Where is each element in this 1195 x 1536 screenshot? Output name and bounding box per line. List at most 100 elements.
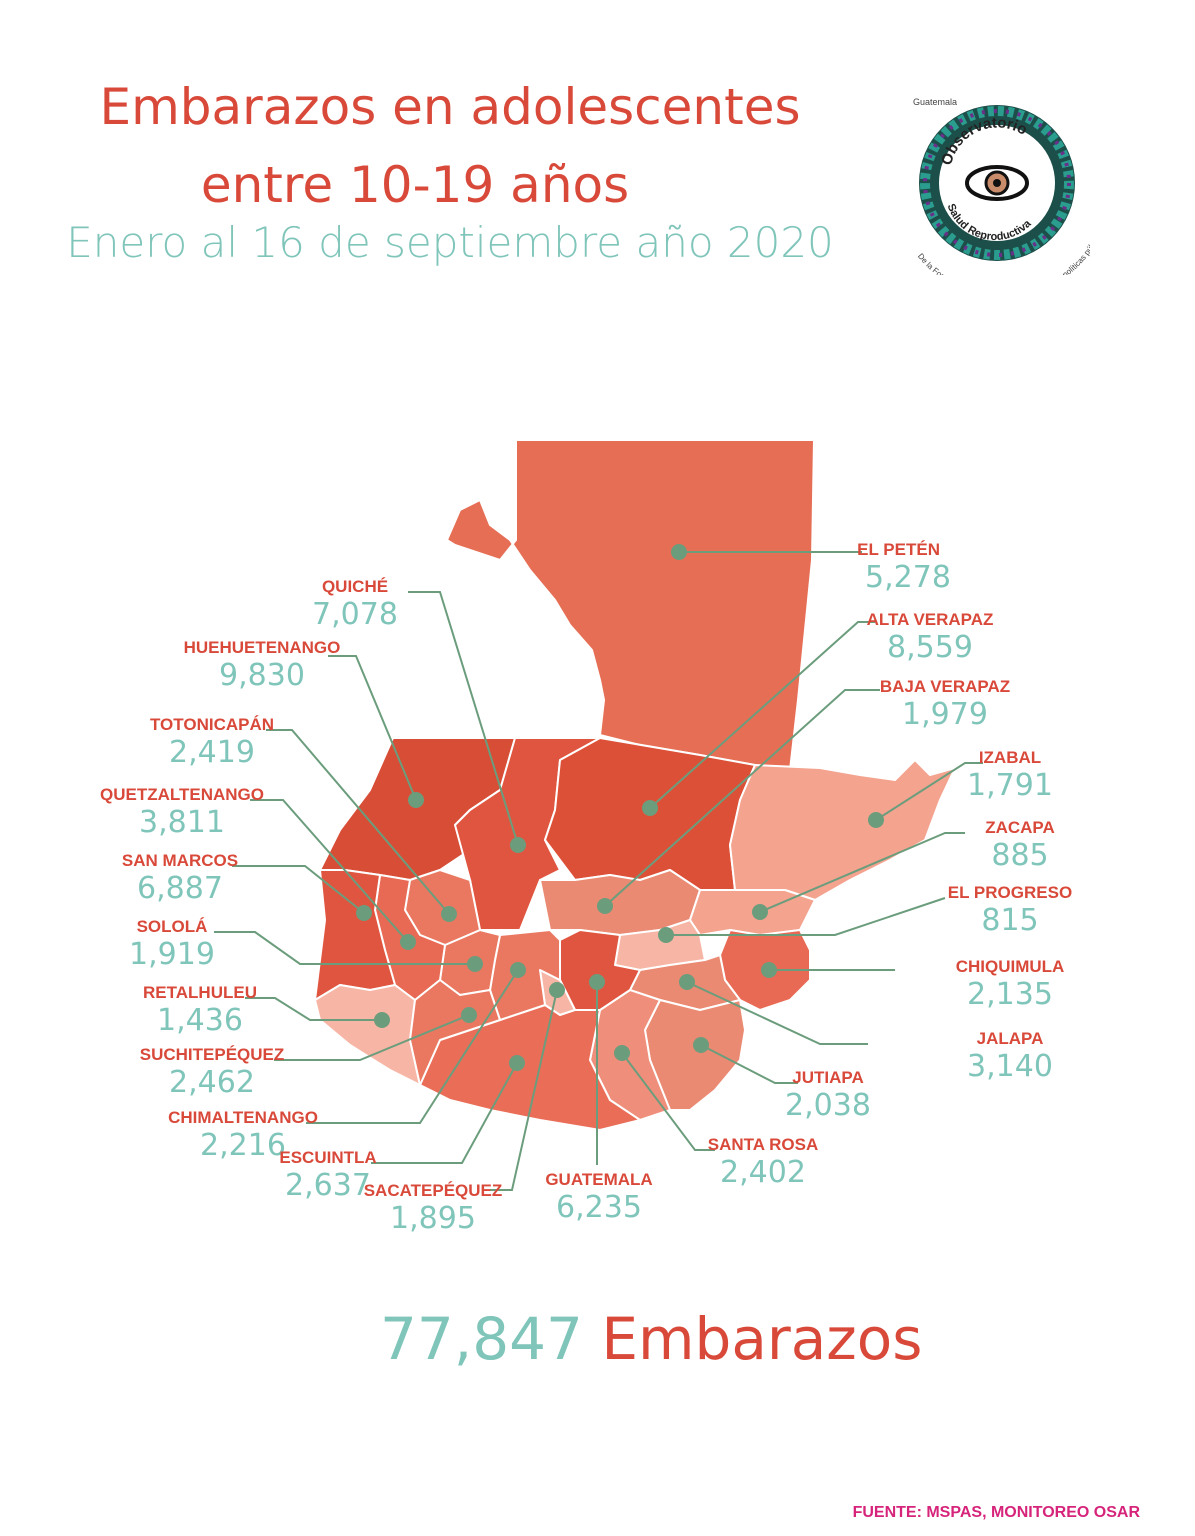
- label-el-peten: EL PETÉN: [857, 540, 940, 559]
- marker-jutiapa: [693, 1037, 709, 1053]
- label-jalapa: JALAPA: [977, 1029, 1044, 1048]
- label-zacapa: ZACAPA: [985, 818, 1055, 837]
- leader-line-jutiapa: [700, 1044, 798, 1084]
- marker-suchitepequez: [461, 1007, 477, 1023]
- value-el-peten: 5,278: [865, 560, 951, 595]
- leader-line-solola: [214, 931, 475, 965]
- label-baja-verapaz: BAJA VERAPAZ: [880, 677, 1010, 696]
- leader-line-sacatepequez: [490, 989, 558, 1191]
- region-el-peten: [446, 439, 815, 771]
- total-pregnancies: 77,847 Embarazos: [380, 1305, 922, 1373]
- value-zacapa: 885: [991, 838, 1048, 873]
- subtitle: Enero al 16 de septiembre año 2020: [66, 218, 834, 267]
- label-sacatepequez: SACATEPÉQUEZ: [364, 1181, 503, 1200]
- total-word: Embarazos: [601, 1305, 923, 1373]
- label-izabal: IZABAL: [979, 748, 1041, 767]
- value-santa-rosa: 2,402: [720, 1155, 806, 1190]
- value-chimaltenango: 2,216: [200, 1128, 286, 1163]
- leader-line-alta-verapaz: [649, 621, 875, 809]
- leader-line-el-progreso: [666, 897, 946, 936]
- value-baja-verapaz: 1,979: [902, 697, 988, 732]
- leader-line-santa-rosa: [621, 1052, 715, 1151]
- marker-quiche: [510, 837, 526, 853]
- marker-jalapa: [679, 974, 695, 990]
- leader-line-huehuetenango: [328, 655, 417, 801]
- leader-line-suchitepequez: [274, 1014, 470, 1061]
- region-retalhuleu: [314, 984, 421, 1086]
- marker-chiquimula: [761, 962, 777, 978]
- label-alta-verapaz: ALTA VERAPAZ: [867, 610, 994, 629]
- value-san-marcos: 6,887: [137, 871, 223, 906]
- leader-line-retalhuleu: [245, 997, 382, 1021]
- label-totonicapan: TOTONICAPÁN: [150, 715, 274, 734]
- label-escuintla: ESCUINTLA: [279, 1148, 376, 1167]
- leader-line-quiche: [408, 591, 519, 846]
- label-quetzaltenango: QUETZALTENANGO: [100, 785, 264, 804]
- value-jutiapa: 2,038: [785, 1088, 871, 1123]
- value-huehuetenango: 9,830: [219, 658, 305, 693]
- map-regions: [314, 439, 956, 1131]
- value-retalhuleu: 1,436: [157, 1003, 243, 1038]
- label-el-progreso: EL PROGRESO: [948, 883, 1072, 902]
- source-note: FUENTE: MSPAS, MONITOREO OSAR: [852, 1504, 1140, 1521]
- leader-lines: [214, 551, 983, 1191]
- marker-retalhuleu: [374, 1012, 390, 1028]
- marker-el-peten: [671, 544, 687, 560]
- marker-alta-verapaz: [642, 800, 658, 816]
- label-huehuetenango: HUEHUETENANGO: [184, 638, 341, 657]
- marker-izabal: [868, 812, 884, 828]
- observatorio-logo: Observatorio Salud Reproductiva Guatemal…: [913, 97, 1090, 275]
- label-suchitepequez: SUCHITEPÉQUEZ: [140, 1045, 285, 1064]
- marker-guatemala: [589, 974, 605, 990]
- value-alta-verapaz: 8,559: [887, 630, 973, 665]
- leader-line-totonicapan: [266, 729, 450, 915]
- value-quetzaltenango: 3,811: [139, 805, 225, 840]
- marker-quetzaltenango: [400, 934, 416, 950]
- title-line-1: Embarazos en adolescentes: [99, 78, 801, 136]
- label-guatemala: GUATEMALA: [545, 1170, 652, 1189]
- leader-line-quetzaltenango: [250, 799, 409, 943]
- value-jalapa: 3,140: [967, 1049, 1053, 1084]
- marker-santa-rosa: [614, 1045, 630, 1061]
- value-totonicapan: 2,419: [169, 735, 255, 770]
- value-escuintla: 2,637: [285, 1168, 371, 1203]
- marker-huehuetenango: [408, 792, 424, 808]
- value-sacatepequez: 1,895: [390, 1201, 476, 1236]
- leader-line-san-marcos: [232, 865, 365, 914]
- leader-line-zacapa: [759, 832, 965, 913]
- marker-el-progreso: [658, 927, 674, 943]
- value-quiche: 7,078: [312, 597, 398, 632]
- region-izabal: [729, 759, 956, 901]
- label-chimaltenango: CHIMALTENANGO: [168, 1108, 318, 1127]
- marker-san-marcos: [356, 905, 372, 921]
- label-santa-rosa: SANTA ROSA: [708, 1135, 819, 1154]
- marker-sacatepequez: [549, 982, 565, 998]
- label-solola: SOLOLÁ: [137, 917, 208, 936]
- logo-top-text: Guatemala: [913, 97, 957, 107]
- label-retalhuleu: RETALHULEU: [143, 983, 257, 1002]
- label-jutiapa: JUTIAPA: [792, 1068, 863, 1087]
- region-markers: [356, 544, 884, 1071]
- marker-totonicapan: [441, 906, 457, 922]
- label-chiquimula: CHIQUIMULA: [956, 957, 1065, 976]
- marker-escuintla: [509, 1055, 525, 1071]
- marker-chimaltenango: [510, 962, 526, 978]
- leader-line-izabal: [875, 762, 983, 821]
- value-suchitepequez: 2,462: [169, 1065, 255, 1100]
- title-line-2: entre 10-19 años: [200, 156, 630, 214]
- marker-baja-verapaz: [597, 898, 613, 914]
- value-guatemala: 6,235: [556, 1190, 642, 1225]
- leader-line-chimaltenango: [306, 969, 519, 1124]
- value-el-progreso: 815: [981, 903, 1038, 938]
- total-number: 77,847: [380, 1305, 583, 1373]
- leader-line-escuintla: [371, 1062, 518, 1164]
- marker-zacapa: [752, 904, 768, 920]
- leader-line-jalapa: [686, 981, 868, 1045]
- label-san-marcos: SAN MARCOS: [122, 851, 238, 870]
- leader-line-baja-verapaz: [604, 689, 880, 907]
- value-izabal: 1,791: [967, 768, 1053, 803]
- region-suchitepequez: [409, 979, 501, 1086]
- label-quiche: QUICHÉ: [322, 577, 388, 596]
